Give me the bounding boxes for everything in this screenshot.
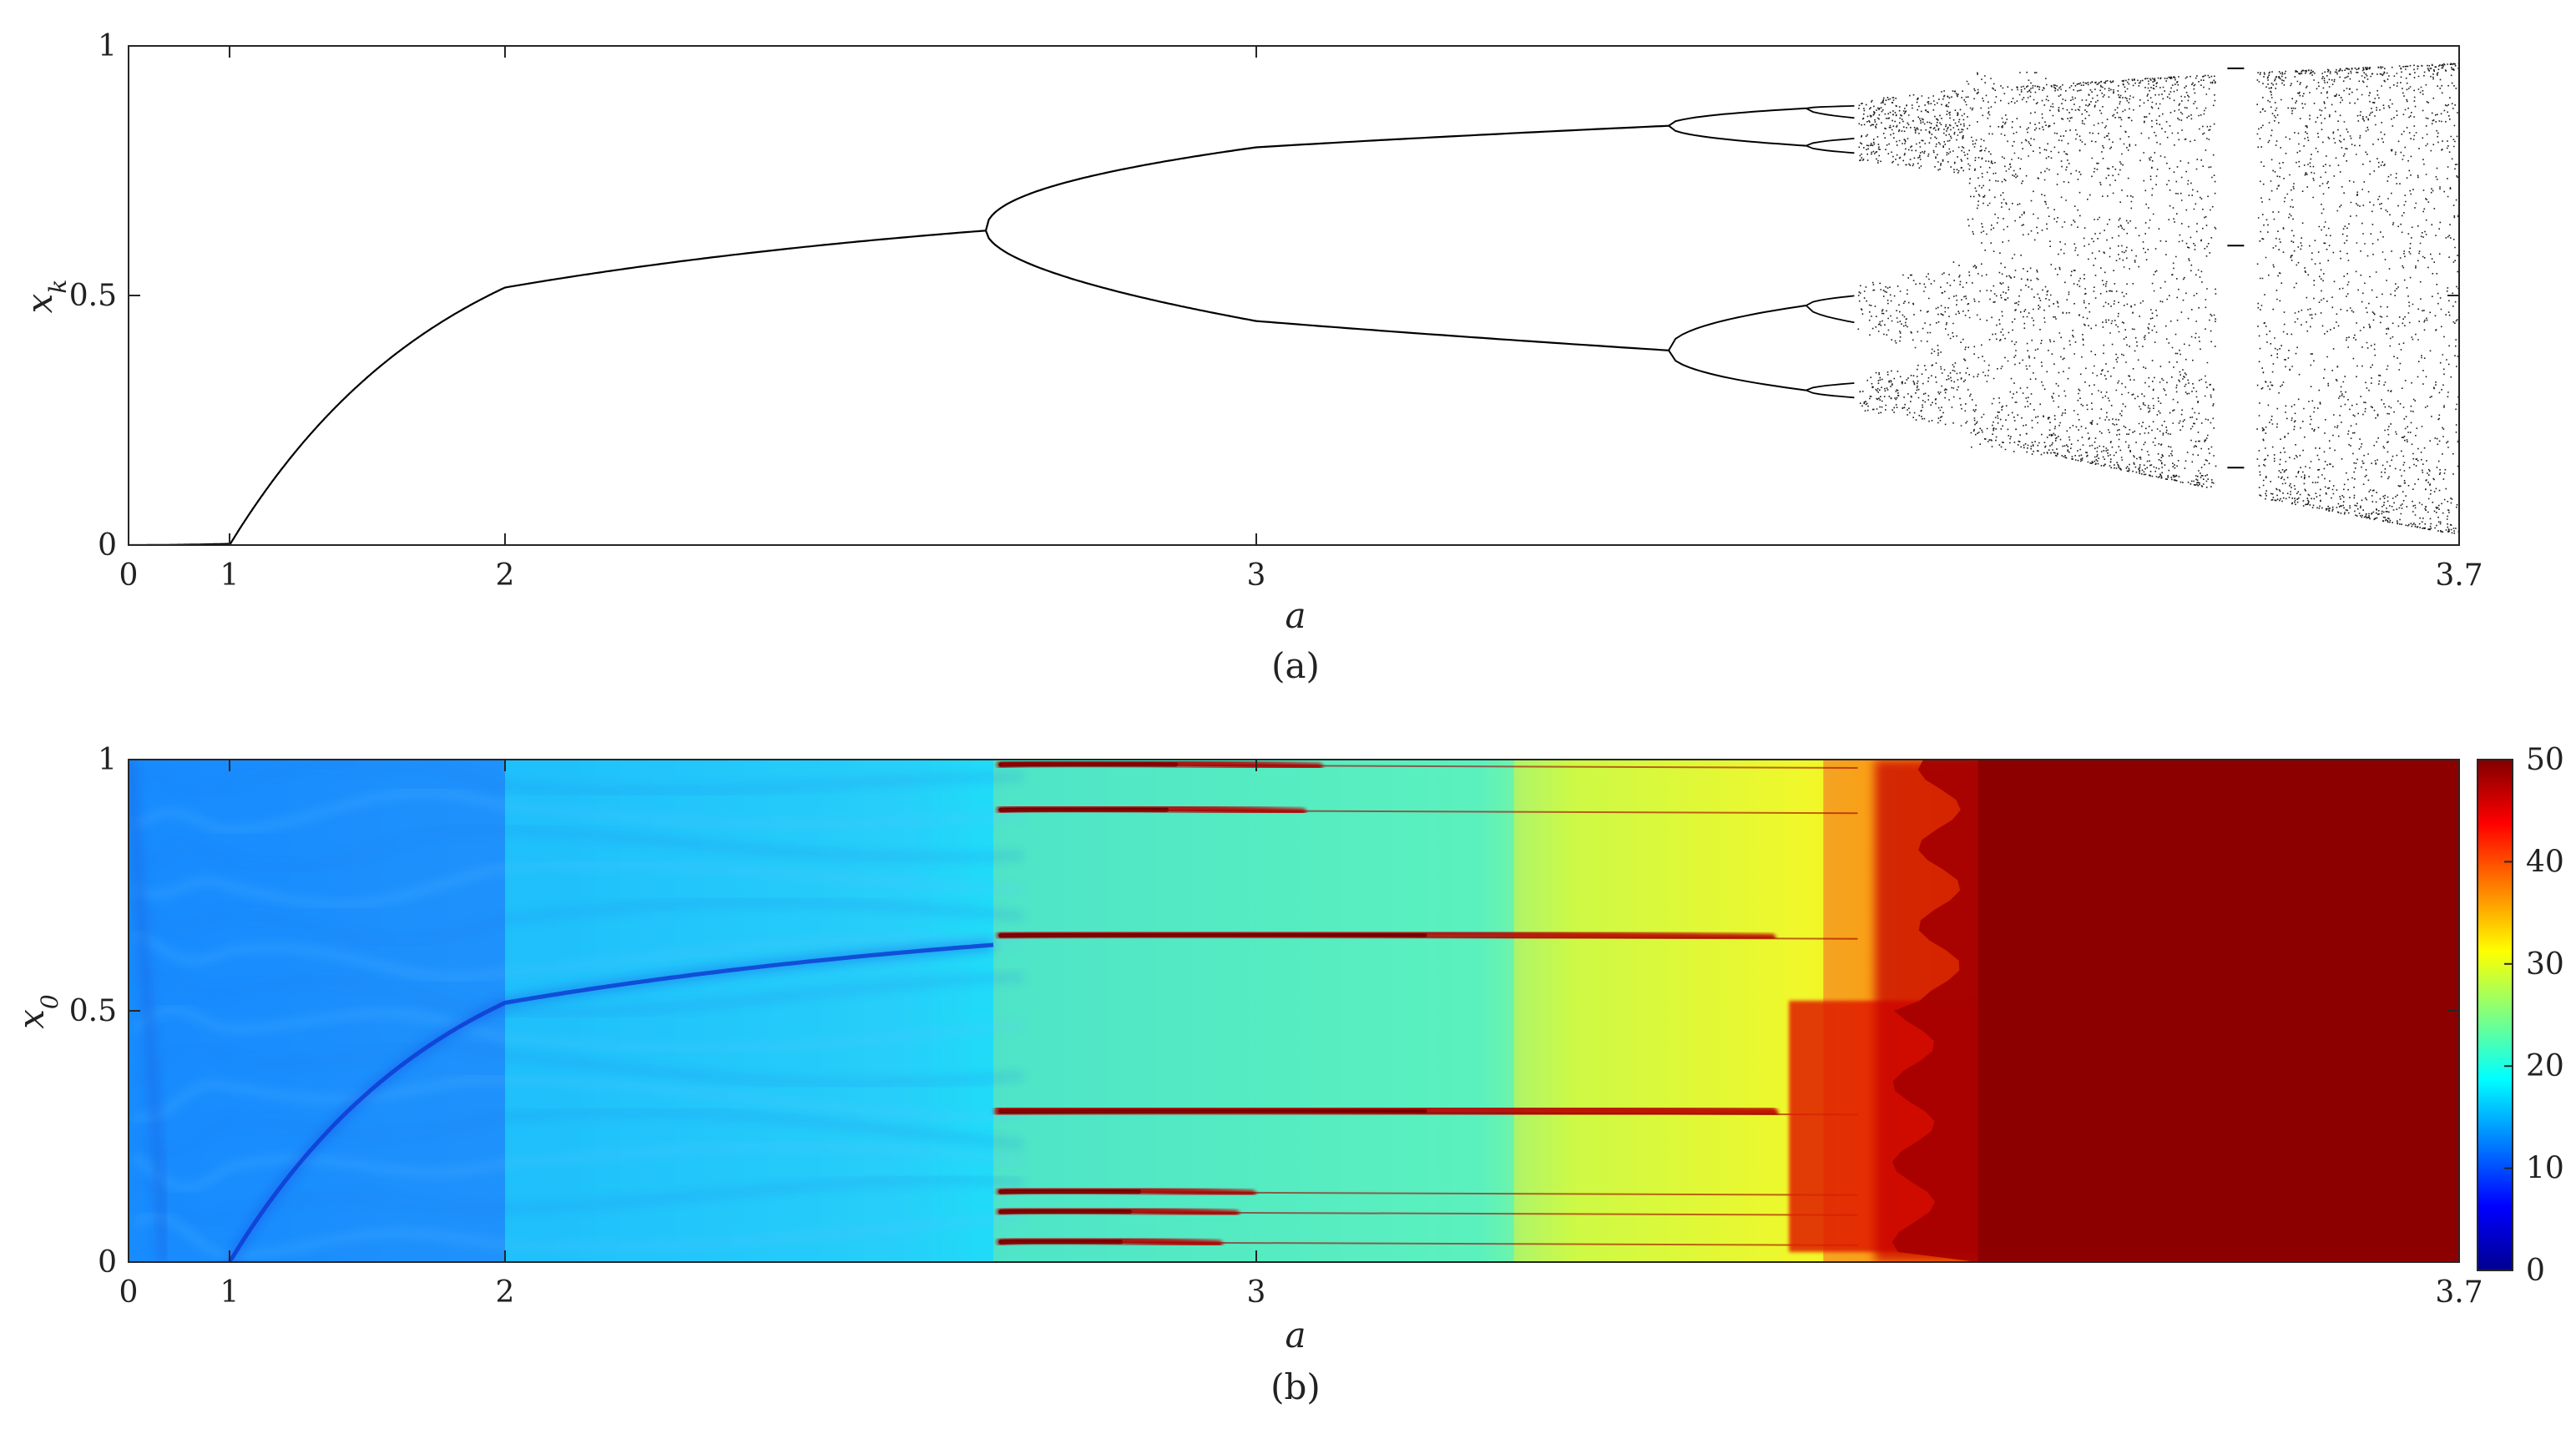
y-tick-label: 0 xyxy=(98,528,117,563)
thin-streak xyxy=(1000,1190,1858,1196)
colorbar: 0 10 20 30 40 50 xyxy=(2477,743,2564,1288)
period-8-branch xyxy=(1806,144,1855,154)
thin-streak xyxy=(1000,764,1858,770)
heatmap-region xyxy=(993,760,1514,1262)
contour-band xyxy=(131,1212,1024,1260)
fixed-point-branch xyxy=(129,230,987,545)
thin-streak xyxy=(1000,1110,1858,1116)
caption-a: (a) xyxy=(1271,645,1320,686)
period-8-branch xyxy=(1806,305,1855,324)
y-tick-label: 0.5 xyxy=(69,279,117,313)
thin-streak xyxy=(1000,809,1858,815)
contour-band xyxy=(132,760,1024,797)
contour-band xyxy=(131,861,1024,909)
chaotic-scatter xyxy=(1857,63,2459,534)
contour-band xyxy=(131,1141,1024,1193)
heatmap-area xyxy=(129,760,2459,1262)
thin-streak xyxy=(1000,934,1858,940)
contour-band xyxy=(133,824,1024,872)
edge-strip xyxy=(129,760,170,1262)
thin-streak xyxy=(1000,1210,1858,1216)
y-axis-label-b: x0 xyxy=(11,994,63,1029)
period-4-branch xyxy=(1668,350,1806,391)
period-8-branch xyxy=(1806,389,1855,399)
contour-band xyxy=(133,1175,1024,1227)
period-2-upper-branch xyxy=(984,124,1669,231)
plot-frame-a xyxy=(128,45,2460,546)
y-axis-label-a: xk xyxy=(19,280,72,314)
x-axis-label-a: a xyxy=(1285,595,1306,636)
bifurcation-marks xyxy=(129,60,2459,545)
colorbar-tick-label: 50 xyxy=(2526,743,2564,777)
colorbar-tick-label: 20 xyxy=(2526,1049,2564,1083)
y-ticks-b: 00.51 xyxy=(69,743,2459,1280)
y-tick-label: 1 xyxy=(98,29,117,63)
x-tick-label: 3.7 xyxy=(2435,558,2483,593)
colorbar-gradient xyxy=(2477,759,2513,1271)
contour-band xyxy=(132,788,1024,835)
caption-b: (b) xyxy=(1270,1366,1321,1407)
colorbar-tick-label: 0 xyxy=(2526,1254,2545,1288)
y-tick-label: 1 xyxy=(98,743,117,777)
thin-streak xyxy=(1000,1240,1858,1246)
period-8-branch xyxy=(1806,138,1855,147)
y-ticks-a: 00.51 xyxy=(69,29,2459,563)
heatmap-features xyxy=(129,760,2459,1262)
x-tick-label: 0 xyxy=(119,558,139,593)
contour-band xyxy=(131,897,1024,946)
period-8-branch xyxy=(1806,382,1855,391)
period-8-branch xyxy=(1806,108,1855,119)
panel-a-bifurcation: 0 1 2 3 3.7 00.51 a xk (a) xyxy=(19,29,2483,686)
contour-band xyxy=(131,967,1024,1017)
x-ticks-b: 0 1 2 3 3.7 xyxy=(119,760,2483,1310)
saturated-region xyxy=(1977,760,2459,1262)
ragged-edge xyxy=(1892,760,1978,1262)
periodic-window-gap xyxy=(2227,60,2245,476)
y-tick-label: 0 xyxy=(98,1245,117,1280)
x-ticks-a: 0 1 2 3 3.7 xyxy=(119,46,2483,593)
colorbar-tick-label: 30 xyxy=(2526,947,2564,982)
period-2-lower-branch xyxy=(984,230,1669,351)
x-tick-label: 2 xyxy=(496,1275,515,1310)
x-tick-label: 3 xyxy=(1247,1275,1266,1310)
x-tick-label: 3 xyxy=(1247,558,1266,593)
contour-band xyxy=(130,1005,1024,1053)
colorbar-ticks: 0 10 20 30 40 50 xyxy=(2504,743,2564,1288)
contour-band xyxy=(131,1042,1024,1088)
y-tick-label: 0.5 xyxy=(69,994,117,1028)
period-8-branch xyxy=(1806,105,1855,109)
min-ridge-glow xyxy=(225,939,994,1262)
x-axis-label-b: a xyxy=(1285,1315,1306,1356)
colorbar-tick-label: 40 xyxy=(2526,845,2564,879)
x-tick-label: 3.7 xyxy=(2435,1275,2483,1310)
period-4-branch xyxy=(1668,305,1806,351)
x-tick-label: 1 xyxy=(220,1275,240,1310)
period-4-branch xyxy=(1668,107,1806,127)
contour-band xyxy=(132,1074,1024,1124)
period-4-branch xyxy=(1668,124,1806,147)
contour-band xyxy=(133,931,1024,982)
period-8-branch xyxy=(1806,295,1855,306)
x-tick-label: 0 xyxy=(119,1275,139,1310)
x-tick-label: 2 xyxy=(496,558,515,593)
x-tick-label: 1 xyxy=(220,558,240,593)
colorbar-tick-label: 10 xyxy=(2526,1152,2564,1186)
